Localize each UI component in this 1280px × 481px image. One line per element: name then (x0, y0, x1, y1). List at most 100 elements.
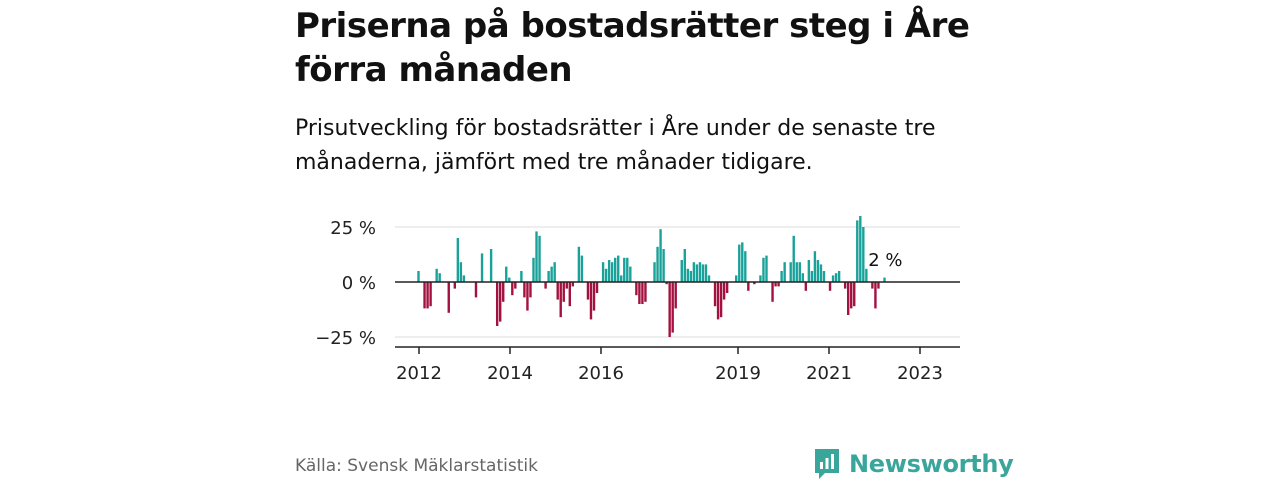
bar (601, 262, 605, 282)
bar (514, 282, 517, 289)
bar (871, 282, 874, 289)
newsworthy-logo: Newsworthy (813, 447, 1014, 481)
bar (859, 216, 862, 282)
bar (550, 266, 553, 282)
bar (538, 235, 541, 282)
x-tick-label: 2014 (487, 363, 533, 384)
bar (874, 282, 877, 309)
bar (683, 249, 686, 282)
bar (846, 282, 850, 315)
bar (701, 264, 705, 282)
x-tick-label: 2023 (897, 363, 943, 384)
bar (610, 262, 614, 282)
bar (571, 282, 575, 287)
bar (674, 282, 677, 309)
bar (695, 264, 699, 282)
y-tick-label: −25 % (315, 328, 376, 349)
bar (707, 275, 711, 282)
bar (744, 251, 747, 282)
source-note: Källa: Svensk Mäklarstatistik (295, 456, 538, 476)
bar (456, 238, 460, 282)
bar (589, 282, 593, 320)
bar (417, 271, 420, 282)
newsworthy-logo-icon (815, 449, 839, 479)
bar (725, 282, 729, 293)
y-tick-label: 0 % (342, 273, 376, 294)
bar (529, 282, 532, 298)
bar (774, 282, 777, 287)
bar (520, 271, 523, 282)
bar (722, 282, 726, 300)
bar (535, 231, 538, 282)
bar (641, 282, 644, 304)
bar (523, 282, 526, 298)
bar (662, 249, 665, 282)
bar (831, 275, 835, 282)
x-tick-label: 2019 (715, 363, 761, 384)
bar (474, 282, 478, 298)
bar (704, 264, 708, 282)
bar (777, 282, 780, 287)
bar (747, 282, 750, 291)
bar (810, 271, 814, 282)
bar (735, 275, 738, 282)
bar (423, 282, 426, 309)
x-tick-label: 2016 (578, 363, 624, 384)
bar (499, 282, 502, 322)
bar (853, 282, 856, 307)
newsworthy-brand-name: Newsworthy (849, 450, 1014, 478)
bar (613, 257, 617, 282)
bar (813, 251, 817, 282)
bar (480, 253, 484, 282)
bar (716, 282, 720, 320)
bar (495, 282, 499, 326)
chart-subtitle: Prisutveckling för bostadsrätter i Åre u… (295, 116, 936, 175)
bar (568, 282, 571, 307)
bar (595, 282, 599, 293)
axes (395, 281, 960, 354)
bar (629, 266, 632, 282)
bar (719, 282, 723, 318)
y-tick-label: 25 % (330, 218, 376, 239)
bar (765, 255, 768, 282)
bar (653, 262, 656, 282)
bar (505, 266, 508, 282)
bar (626, 257, 629, 282)
bar (738, 244, 741, 282)
bar (862, 227, 865, 282)
bar (635, 282, 638, 296)
bar (508, 277, 511, 282)
bar (656, 246, 659, 282)
bar (580, 255, 584, 282)
bar (822, 271, 826, 282)
bar (783, 262, 786, 282)
bar (850, 282, 853, 309)
bar (834, 273, 838, 282)
bar (553, 262, 556, 282)
bar (789, 262, 792, 282)
bar (617, 255, 620, 282)
bar (429, 282, 432, 307)
bar (759, 275, 762, 282)
bar (562, 282, 565, 302)
chart-title: Priserna på bostadsrätter steg i Åre för… (295, 6, 970, 90)
bar (686, 268, 690, 282)
bar (865, 268, 868, 282)
bar (435, 268, 438, 282)
bar (559, 282, 562, 318)
bar (462, 275, 466, 282)
bar (489, 249, 493, 282)
bar (819, 264, 823, 282)
bar (556, 282, 559, 300)
last-value-label: 2 % (868, 250, 902, 271)
bar (607, 260, 611, 282)
bar (843, 282, 847, 289)
bar (638, 282, 641, 304)
bar (837, 271, 841, 282)
bar (620, 275, 623, 282)
bar-series (417, 216, 886, 337)
bar (883, 277, 886, 282)
bar (426, 282, 429, 309)
tick-labels: 25 % 0 % −25 % 2012 2014 2016 2019 2021 2023 2 % (315, 218, 943, 384)
bar-chart: 25 % 0 % −25 % 2012 2014 2016 2019 2021 2023 2 % (315, 216, 960, 384)
